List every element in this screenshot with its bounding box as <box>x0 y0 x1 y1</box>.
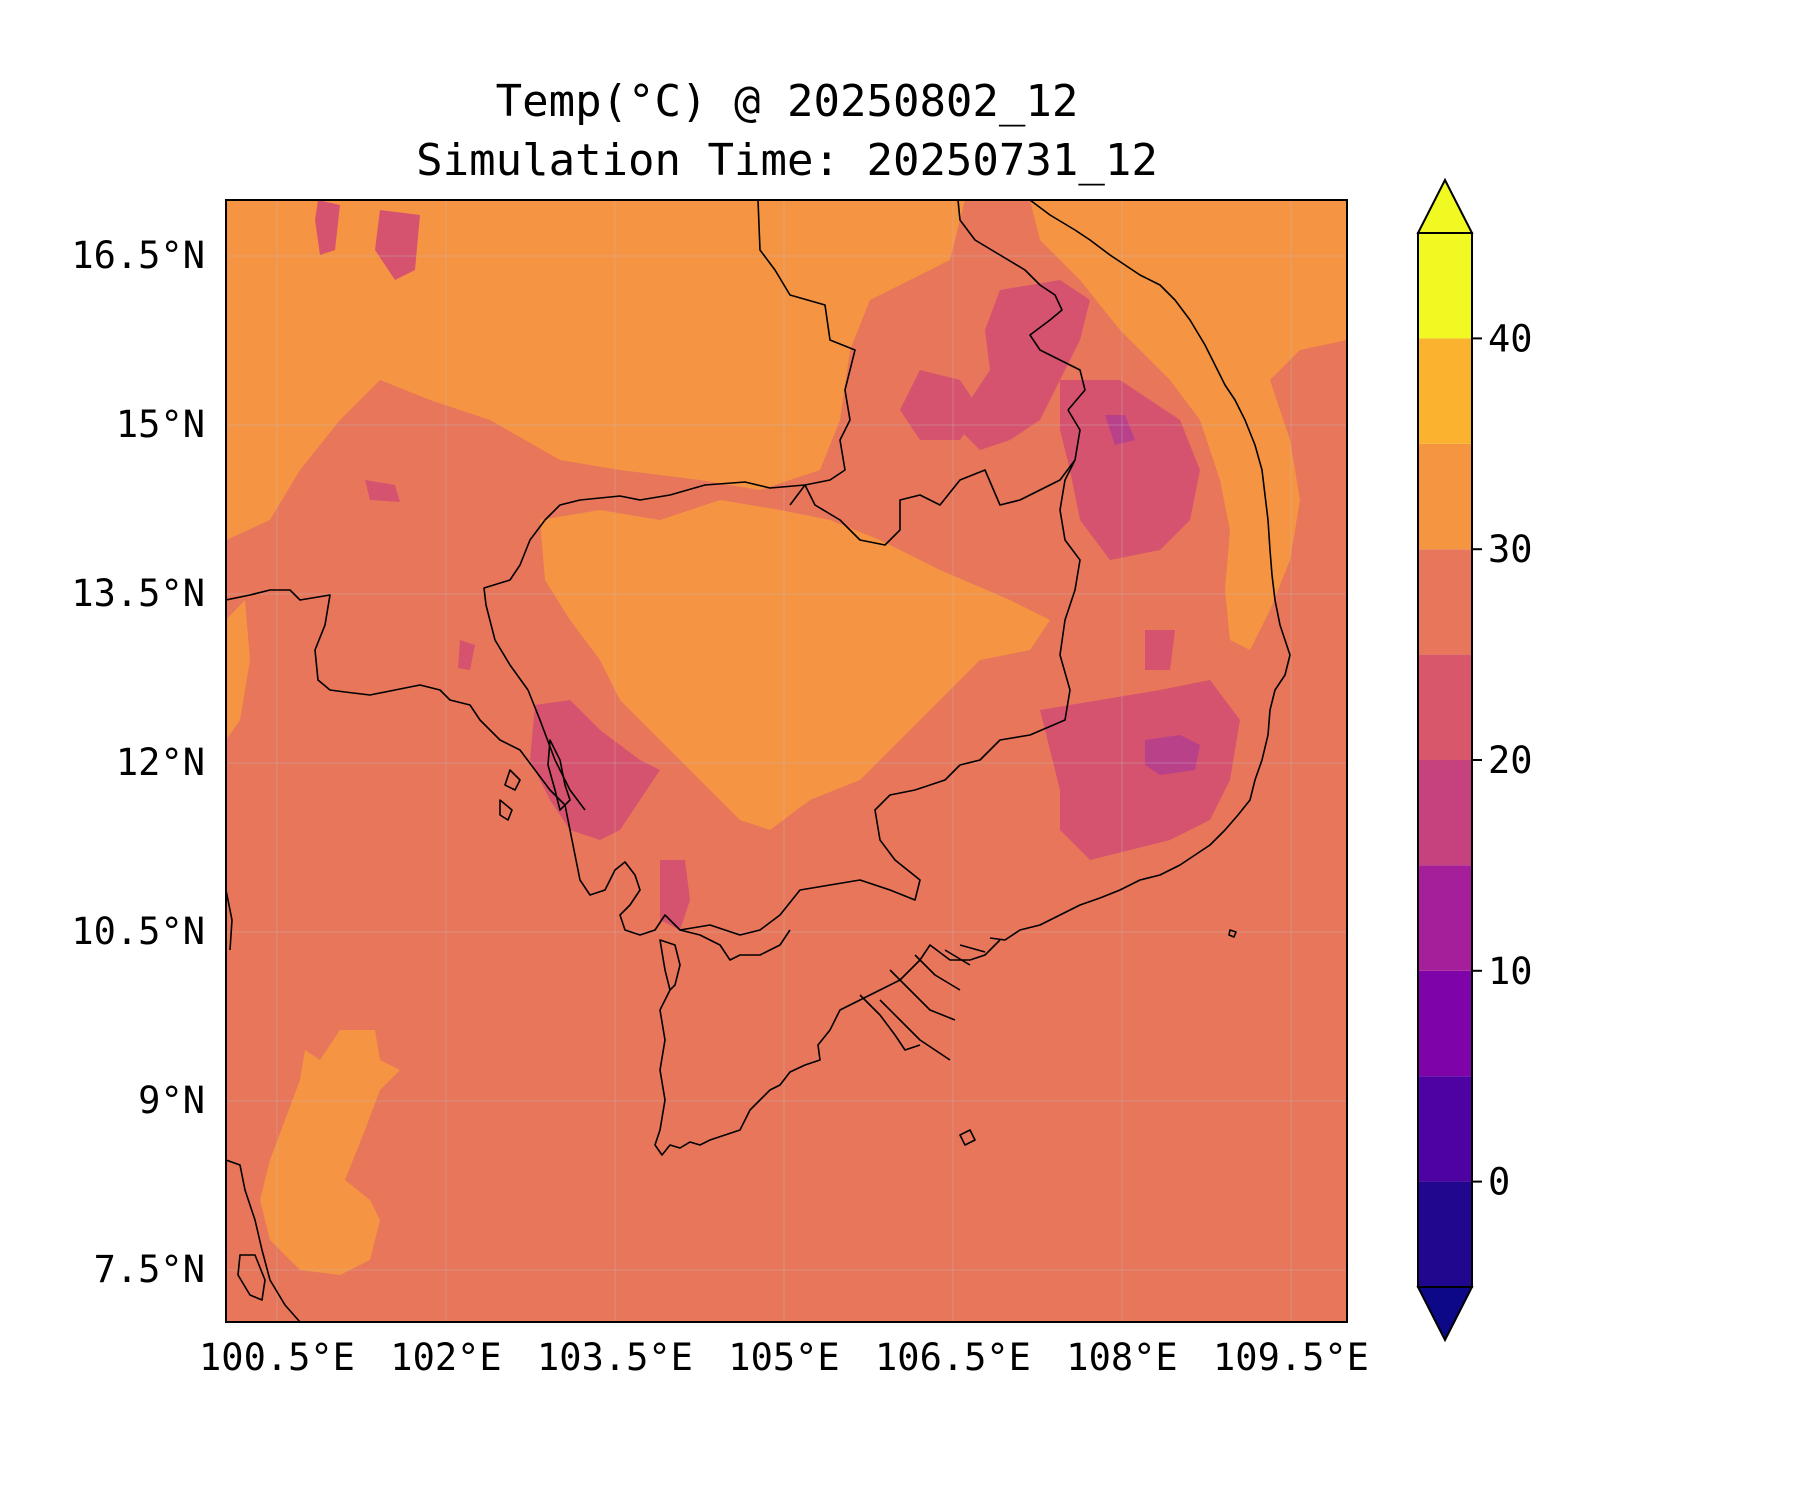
lat-tick-label: 16.5°N <box>71 234 205 277</box>
lon-tick-label: 103.5°E <box>537 1336 693 1379</box>
cool-region-laos-south <box>900 370 980 440</box>
lat-tick-label: 7.5°N <box>94 1248 205 1291</box>
laos-vietnam-border <box>957 200 1086 411</box>
colorbar-segment <box>1418 1076 1472 1182</box>
lat-tick-label: 9°N <box>138 1079 205 1122</box>
mekong-delta-coast <box>654 939 1001 1156</box>
colorbar-segment <box>1418 865 1472 971</box>
cool-region-highlands-north <box>960 280 1090 450</box>
islands-east-small <box>1228 929 1237 938</box>
cold-pocket-east <box>1145 735 1200 775</box>
warm-region-northeast <box>1030 200 1347 650</box>
colorbar-under-extension <box>1416 1286 1474 1343</box>
map-frame <box>225 199 1348 1323</box>
islands-koh-kong <box>547 739 571 811</box>
warm-region-west-strip <box>226 600 250 740</box>
lon-tick-label: 109.5°E <box>1213 1336 1369 1379</box>
cool-region-north-patch <box>375 210 420 280</box>
islands-small-1 <box>504 769 521 791</box>
lon-tick-label: 105°E <box>728 1336 839 1379</box>
cambodia-vietnam-border <box>679 459 1081 936</box>
colorbar-segment <box>1418 970 1472 1077</box>
colorbar-tick-label: 30 <box>1488 528 1533 571</box>
islands-con-dao <box>959 1129 976 1146</box>
colorbar-segment <box>1418 760 1472 866</box>
longitude-labels: 100.5°E 102°E 103.5°E 105°E 106.5°E 108°… <box>199 1336 1369 1379</box>
lon-tick-label: 108°E <box>1066 1336 1177 1379</box>
thailand-coast-east <box>226 589 791 961</box>
colorbar-segment <box>1418 233 1472 339</box>
colorbar-ticks: 0 10 20 30 40 <box>1472 317 1533 1204</box>
cool-region-highlands-east <box>1060 380 1200 560</box>
lon-tick-label: 106.5°E <box>875 1336 1031 1379</box>
colorbar: 0 10 20 30 40 <box>1416 177 1533 1343</box>
lon-tick-label: 100.5°E <box>199 1336 355 1379</box>
latitude-labels: 16.5°N 15°N 13.5°N 12°N 10.5°N 9°N 7.5°N <box>71 234 205 1291</box>
laos-cambodia-border <box>804 409 1081 546</box>
colorbar-tick-label: 10 <box>1488 950 1533 993</box>
colorbar-tick-label: 40 <box>1488 317 1533 360</box>
colorbar-segment <box>1418 338 1472 444</box>
lat-tick-label: 10.5°N <box>71 910 205 953</box>
thailand-gulf-coast <box>226 889 301 1322</box>
colorbar-over-extension <box>1416 177 1474 234</box>
vietnam-coast <box>989 200 1291 941</box>
lat-tick-label: 13.5°N <box>71 572 205 615</box>
lat-tick-label: 12°N <box>116 741 205 784</box>
cool-region-small-3 <box>1145 630 1175 670</box>
cool-region-small-2 <box>365 480 400 502</box>
islands-phu-quoc <box>659 939 681 991</box>
cool-region-vietnam-south <box>1040 680 1240 860</box>
warm-region-northwest <box>226 200 965 540</box>
colorbar-segment <box>1418 654 1472 760</box>
colorbar-tick-label: 0 <box>1488 1161 1510 1204</box>
cambodia-north-border <box>483 481 806 691</box>
colorbar-segments <box>1418 233 1472 1287</box>
colorbar-tick-label: 20 <box>1488 739 1533 782</box>
plot-subtitle: Simulation Time: 20250731_12 <box>416 135 1158 186</box>
thailand-laos-border <box>757 200 856 506</box>
lon-tick-label: 102°E <box>390 1336 501 1379</box>
warm-region-southwest <box>260 1030 400 1275</box>
colorbar-segment <box>1418 443 1472 550</box>
borders-coastlines <box>226 200 1291 1322</box>
cool-region-small-1 <box>458 640 475 670</box>
lat-tick-label: 15°N <box>116 403 205 446</box>
warm-region-central <box>540 500 1050 830</box>
colorbar-segment <box>1418 1181 1472 1287</box>
islands-small-2 <box>499 799 513 821</box>
thailand-cambodia-south-border <box>527 689 586 811</box>
delta-river-mouths <box>859 944 986 1061</box>
islands-southwest <box>237 1254 266 1301</box>
cool-region-north-patch-2 <box>315 200 340 255</box>
plot-title: Temp(°C) @ 20250802_12 <box>495 76 1079 127</box>
colorbar-segment <box>1418 549 1472 655</box>
cold-pocket-highlands <box>1105 415 1135 445</box>
temperature-field <box>226 200 1347 1322</box>
gridlines <box>226 200 1347 1322</box>
cool-region-cardamom <box>530 700 660 840</box>
cool-region-cardamom-south <box>660 860 690 930</box>
